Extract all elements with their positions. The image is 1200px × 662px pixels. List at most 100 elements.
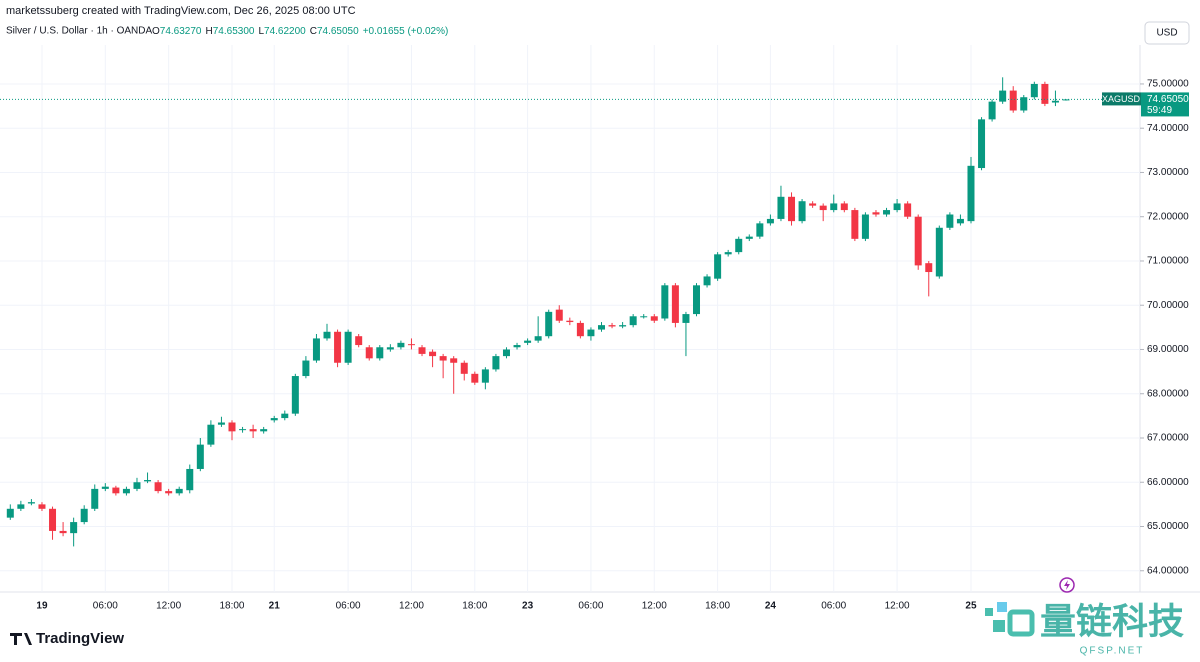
- candle-body: [682, 314, 690, 323]
- x-tick-label: 24: [765, 601, 777, 612]
- candle-body: [302, 360, 310, 377]
- candle-body: [978, 119, 986, 169]
- candle-body: [597, 325, 605, 330]
- ohlc-key: H: [206, 26, 213, 37]
- candle-body: [724, 252, 732, 255]
- x-tick-label: 19: [36, 601, 48, 612]
- candle-body: [650, 316, 658, 321]
- candle-body: [386, 347, 394, 350]
- y-tick-label: 73.00000: [1147, 167, 1189, 178]
- candle-body: [545, 311, 553, 337]
- candle-body: [365, 347, 373, 359]
- alert-icon[interactable]: [1059, 577, 1075, 593]
- x-tick-label: 12:00: [399, 601, 424, 612]
- candle-body: [112, 487, 120, 494]
- y-tick-label: 71.00000: [1147, 256, 1189, 267]
- ohlc-value: 74.65300: [213, 26, 255, 37]
- wm-block: [1007, 609, 1035, 637]
- candle-body: [59, 530, 67, 534]
- wm-block: [985, 608, 993, 616]
- candle-body: [80, 508, 88, 523]
- candle-body: [1051, 100, 1059, 103]
- candle-body: [217, 422, 225, 425]
- candle-body: [101, 486, 109, 489]
- candle-body: [270, 418, 278, 421]
- credit: marketssuberg created with TradingView.c…: [6, 5, 356, 17]
- x-tick-label: 06:00: [821, 601, 846, 612]
- ohlc-key: O: [152, 26, 160, 37]
- wm-site: QFSP.NET: [1080, 646, 1145, 657]
- candle-body: [714, 254, 722, 279]
- candle-body: [70, 522, 78, 534]
- ohlc-key: C: [310, 26, 317, 37]
- candle-body: [281, 413, 289, 419]
- candle-body: [323, 331, 331, 339]
- candle-body: [893, 203, 901, 211]
- x-tick-label: 06:00: [578, 601, 603, 612]
- candle-body: [471, 373, 479, 383]
- candle-body: [830, 203, 838, 211]
- candle-body: [883, 210, 891, 215]
- candle-body: [355, 336, 363, 346]
- candle-body: [555, 309, 563, 321]
- ohlc-value: 74.63270: [160, 26, 202, 37]
- candle-body: [861, 214, 869, 239]
- symbol-label: XAGUSD: [1102, 94, 1141, 104]
- candle-body: [122, 488, 130, 494]
- x-tick-label: 06:00: [93, 601, 118, 612]
- candle-body: [629, 316, 637, 326]
- candle-body: [196, 444, 204, 469]
- candle-body: [809, 203, 817, 206]
- candle-body: [492, 356, 500, 370]
- x-tick-label: 23: [522, 601, 534, 612]
- candle-body: [175, 488, 183, 494]
- candle-body: [249, 429, 257, 432]
- candle-body: [1030, 83, 1038, 98]
- x-tick-label: 18:00: [462, 601, 487, 612]
- ohlc-text: O74.63270 H74.65300 L74.62200 C74.65050 +0.0…: [152, 26, 448, 37]
- candle-body: [766, 218, 774, 224]
- candle-body: [207, 424, 215, 445]
- candle-body: [334, 331, 342, 363]
- currency[interactable]: USD: [1156, 28, 1177, 39]
- candle-body: [460, 362, 468, 374]
- currency-box[interactable]: [1144, 21, 1190, 45]
- candle-body: [502, 349, 510, 357]
- candle-body: [376, 347, 384, 359]
- watermark: 量链科技 QFSP.NET: [985, 601, 1184, 657]
- brand: TradingView: [36, 630, 124, 647]
- candle-body: [576, 322, 584, 337]
- candle-body: [661, 285, 669, 319]
- ohlc-key: L: [258, 26, 264, 37]
- wm-name: 量链科技: [1040, 601, 1184, 642]
- candle-body: [38, 504, 46, 509]
- candle-body: [703, 276, 711, 286]
- candle-body: [450, 358, 458, 363]
- candle-body: [344, 331, 352, 363]
- candle-body: [872, 212, 880, 215]
- symbol-box: [1102, 92, 1141, 106]
- candle-body: [798, 201, 806, 222]
- candle-body: [587, 329, 595, 337]
- x-tick-label: 06:00: [336, 601, 361, 612]
- candle-body: [154, 482, 162, 492]
- candle-body: [756, 223, 764, 237]
- candle-body: [513, 345, 521, 348]
- candle-body: [671, 285, 679, 323]
- candle-body: [534, 336, 542, 341]
- candle-body: [967, 165, 975, 222]
- countdown: 59:49: [1147, 105, 1172, 116]
- y-tick-label: 74.00000: [1147, 123, 1189, 134]
- x-tick-label: 18:00: [705, 601, 730, 612]
- candle-body: [819, 205, 827, 211]
- candle-body: [745, 236, 753, 239]
- x-tick-label: 12:00: [642, 601, 667, 612]
- candle-body: [144, 480, 152, 482]
- candle-body: [91, 488, 99, 509]
- candle-body: [914, 216, 922, 266]
- alert-icon-bolt: [1064, 580, 1070, 590]
- candle-body: [788, 196, 796, 222]
